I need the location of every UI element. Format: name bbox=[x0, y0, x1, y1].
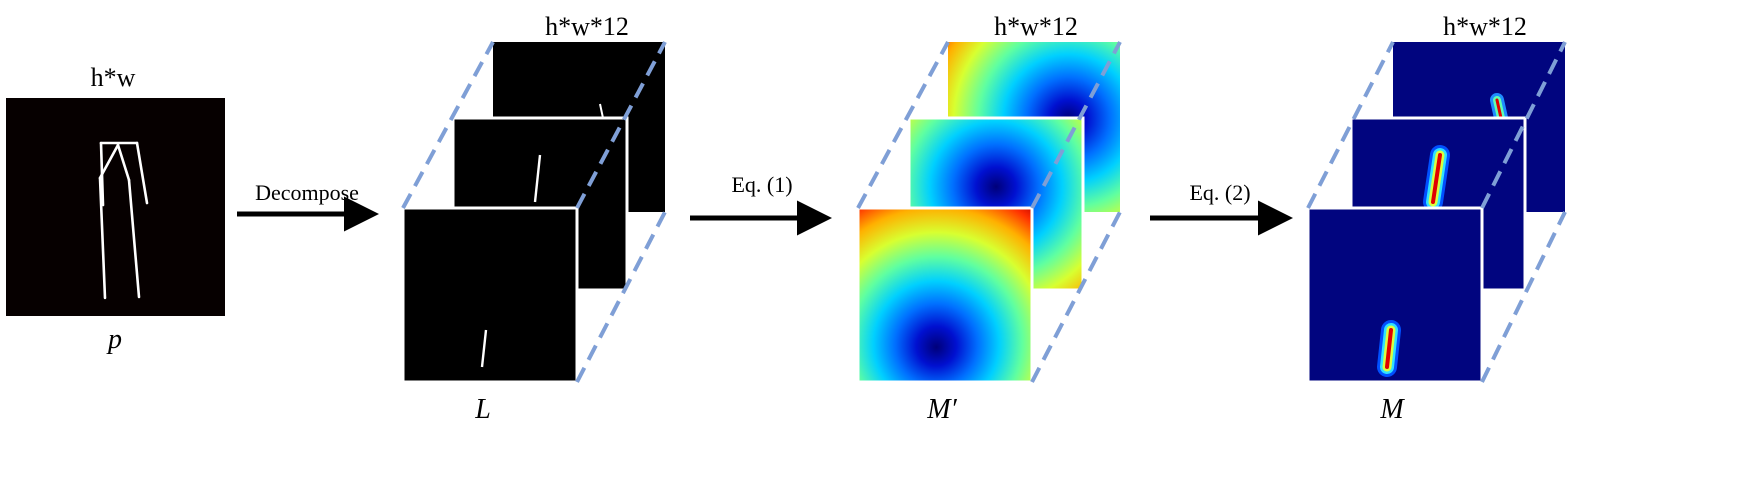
input-symbol: p bbox=[106, 324, 122, 355]
limb-stack-guides bbox=[401, 41, 667, 383]
gaussian-line-front bbox=[1377, 320, 1401, 377]
input-image bbox=[6, 98, 225, 316]
distance-stack-guides bbox=[856, 41, 1122, 383]
limb-maps-stack: h*w*12 L bbox=[401, 12, 667, 425]
distance-symbol: M′ bbox=[926, 394, 957, 425]
limb-frame-front bbox=[401, 206, 579, 384]
gaussian-dims-label: h*w*12 bbox=[1443, 12, 1527, 41]
eq2-label: Eq. (2) bbox=[1189, 180, 1250, 205]
decompose-arrow: Decompose bbox=[237, 180, 379, 232]
eq2-arrow: Eq. (2) bbox=[1150, 180, 1293, 236]
skeleton-lines bbox=[98, 141, 149, 300]
limb-dims-label: h*w*12 bbox=[545, 12, 629, 41]
limb-symbol: L bbox=[474, 394, 491, 425]
gaussian-symbol: M bbox=[1379, 394, 1405, 425]
gaussian-line-middle bbox=[1423, 145, 1450, 212]
distance-maps-stack: h*w*12 M′ bbox=[856, 12, 1122, 425]
input-pose-map: h*w p bbox=[6, 63, 225, 355]
gaussian-maps-stack: h*w*12 M bbox=[1306, 12, 1567, 425]
eq1-arrow: Eq. (1) bbox=[690, 172, 832, 236]
decompose-label: Decompose bbox=[255, 180, 359, 205]
distance-frame-front bbox=[856, 206, 1034, 384]
gaussian-line-back bbox=[1490, 93, 1508, 125]
input-dims-label: h*w bbox=[91, 63, 136, 92]
gaussian-stack-guides bbox=[1306, 41, 1567, 383]
eq1-label: Eq. (1) bbox=[731, 172, 792, 197]
distance-dims-label: h*w*12 bbox=[994, 12, 1078, 41]
